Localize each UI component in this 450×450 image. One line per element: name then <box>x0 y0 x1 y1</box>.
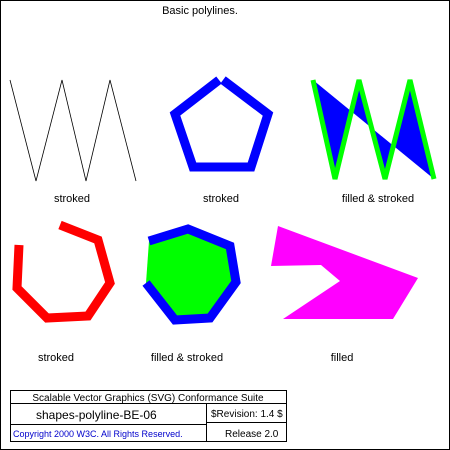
test-name: shapes-polyline-BE-06 <box>36 408 157 422</box>
caption-row2-stroked: stroked <box>38 352 74 364</box>
polyline-heptagon-filled <box>142 224 241 325</box>
polyline-zigzag-filled <box>310 79 437 180</box>
caption-row2-filled: filled <box>331 352 354 364</box>
page-title: Basic polylines. <box>162 5 238 17</box>
caption-row1-stroked-b: stroked <box>203 193 239 205</box>
polyline-heptagon-red <box>12 220 115 323</box>
polyline-magenta-filled <box>271 226 418 319</box>
polyline-pentagon-blue <box>169 76 274 172</box>
caption-row1-filled-stroked: filled & stroked <box>342 193 414 205</box>
polyline-zigzag-thin <box>9 79 137 182</box>
copyright-notice: Copyright 2000 W3C. All Rights Reserved. <box>13 429 183 439</box>
caption-row2-filled-stroked: filled & stroked <box>151 352 223 364</box>
release-label: Release 2.0 <box>225 429 279 440</box>
test-info-box: Scalable Vector Graphics (SVG) Conforman… <box>10 390 287 442</box>
suite-title: Scalable Vector Graphics (SVG) Conforman… <box>32 393 264 404</box>
info-box-border <box>10 390 287 442</box>
revision-label: $Revision: 1.4 $ <box>211 409 283 420</box>
caption-row1-stroked-a: stroked <box>54 193 90 205</box>
